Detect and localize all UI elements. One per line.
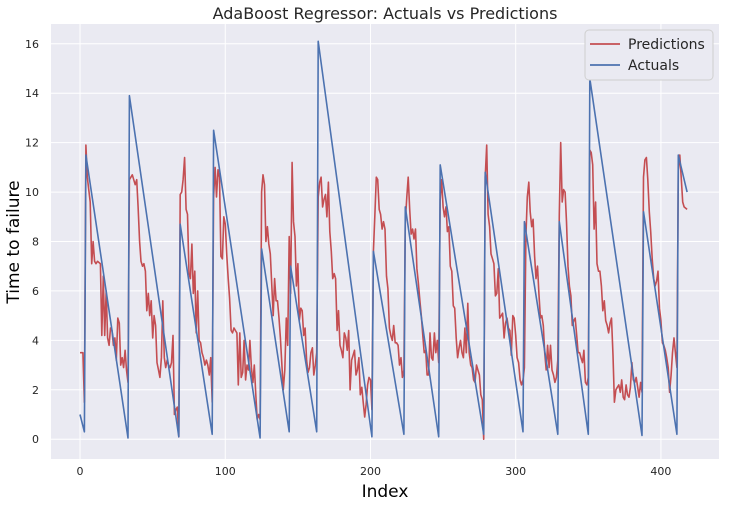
y-ticks: 0 2 4 6 8 10 12 14 16 <box>25 38 39 446</box>
x-tick-label: 100 <box>215 465 236 478</box>
y-tick-label: 8 <box>32 236 39 249</box>
y-tick-label: 16 <box>25 38 39 51</box>
y-tick-label: 6 <box>32 285 39 298</box>
x-axis-label: Index <box>362 482 409 502</box>
x-tick-label: 0 <box>77 465 84 478</box>
y-tick-label: 2 <box>32 384 39 397</box>
y-tick-label: 4 <box>32 334 39 347</box>
x-tick-label: 200 <box>360 465 381 478</box>
legend-predictions-label: Predictions <box>628 37 705 53</box>
y-tick-label: 12 <box>25 137 39 150</box>
legend: Predictions Actuals <box>584 29 714 81</box>
x-tick-label: 400 <box>650 465 671 478</box>
chart-title: AdaBoost Regressor: Actuals vs Predictio… <box>213 4 558 23</box>
series-line-actuals <box>79 40 688 439</box>
x-ticks: 0 100 200 300 400 <box>77 465 672 478</box>
series-line-predictions <box>80 141 688 440</box>
x-tick-label: 300 <box>505 465 526 478</box>
y-axis-label: Time to failure <box>4 180 24 304</box>
series-layer <box>79 40 688 440</box>
legend-box <box>584 29 714 81</box>
y-tick-label: 0 <box>32 433 39 446</box>
y-tick-label: 10 <box>25 186 39 199</box>
legend-actuals-label: Actuals <box>628 58 679 74</box>
y-tick-label: 14 <box>25 87 39 100</box>
